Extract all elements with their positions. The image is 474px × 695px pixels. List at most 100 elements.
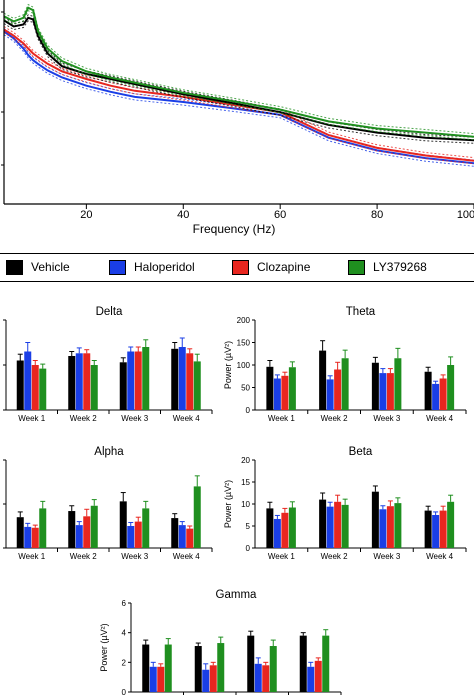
bar-haloperidol xyxy=(24,526,32,548)
bar-haloperidol xyxy=(178,347,186,410)
bar-vehicle xyxy=(171,348,179,410)
bar-clozapine xyxy=(134,351,142,410)
spectrum-line-clozapine xyxy=(3,28,474,162)
legend-label: LY379268 xyxy=(373,260,427,274)
bar-chart-title: Beta xyxy=(349,446,373,458)
bar-chart-y-tick-label: 50 xyxy=(241,384,250,393)
bar-chart-y-label: Power (µV²) xyxy=(99,623,109,671)
bar-vehicle xyxy=(319,499,327,548)
bar-vehicle xyxy=(319,350,327,410)
bar-vehicle xyxy=(266,508,274,548)
bar-chart-y-tick-label: 0 xyxy=(122,688,127,695)
bar-haloperidol xyxy=(273,518,281,548)
bar-vehicle xyxy=(119,501,127,548)
bar-clozapine xyxy=(83,353,91,410)
bar-chart-y-label: Power (µV²) xyxy=(223,480,233,528)
bar-vehicle xyxy=(194,646,202,692)
bar-clozapine xyxy=(186,528,194,548)
bar-chart-y-label: Power (µV²) xyxy=(223,341,233,389)
bar-clozapine xyxy=(386,506,394,548)
bar-haloperidol xyxy=(149,666,157,692)
bar-clozapine xyxy=(83,516,91,548)
bar-ly379268 xyxy=(39,508,47,548)
bar-ly379268 xyxy=(269,646,277,692)
bar-vehicle xyxy=(247,635,255,692)
bar-ly379268 xyxy=(394,503,402,548)
bar-haloperidol xyxy=(379,373,387,410)
bar-chart-category-label: Week 3 xyxy=(121,552,149,561)
bar-haloperidol xyxy=(432,383,440,410)
spectrum-sem-band-vehicle xyxy=(3,20,474,144)
bar-ly379268 xyxy=(164,644,172,692)
bar-clozapine xyxy=(334,501,342,548)
bar-vehicle xyxy=(266,366,274,410)
bar-ly379268 xyxy=(288,367,296,410)
bar-vehicle xyxy=(424,510,432,548)
bar-clozapine xyxy=(334,369,342,410)
bar-chart-y-tick-label: 0 xyxy=(246,406,251,415)
bar-haloperidol xyxy=(75,353,83,410)
bar-ly379268 xyxy=(341,504,349,548)
bar-ly379268 xyxy=(142,347,150,410)
bar-vehicle xyxy=(371,362,379,410)
bar-clozapine xyxy=(439,510,447,548)
spectrum-lines xyxy=(3,3,474,167)
spectrum-line-vehicle xyxy=(3,16,474,142)
legend-swatch-vehicle xyxy=(6,260,23,275)
spectrum-x-tick-label: 80 xyxy=(371,209,383,221)
bar-clozapine xyxy=(314,660,322,692)
spectrum-x-tick-label: 20 xyxy=(80,209,92,221)
bar-chart-delta: Delta Week 1 Week 2 Week 3 Week 4 xyxy=(3,306,213,423)
bar-vehicle xyxy=(299,635,307,692)
bar-clozapine xyxy=(439,378,447,410)
bar-chart-y-tick-label: 4 xyxy=(122,629,127,638)
spectrum-sem-band-haloperidol xyxy=(3,34,474,167)
bar-chart-y-tick-label: 200 xyxy=(237,316,251,325)
bar-chart-category-label: Week 3 xyxy=(373,414,401,423)
bar-chart-category-label: Week 4 xyxy=(173,414,201,423)
bar-haloperidol xyxy=(326,506,334,548)
bar-clozapine xyxy=(31,365,39,410)
bar-haloperidol xyxy=(326,379,334,410)
bar-ly379268 xyxy=(447,365,455,410)
bar-chart-title: Delta xyxy=(96,306,123,318)
bar-chart-y-tick-label: 0 xyxy=(246,544,251,553)
bar-chart-y-tick-label: 150 xyxy=(237,339,251,348)
bar-chart-y-tick-label: 10 xyxy=(241,500,250,509)
bar-clozapine xyxy=(134,521,142,548)
bar-haloperidol xyxy=(202,669,210,692)
bar-chart-category-label: Week 2 xyxy=(70,552,98,561)
bar-ly379268 xyxy=(322,635,330,692)
bar-clozapine xyxy=(262,665,270,692)
bar-ly379268 xyxy=(341,358,349,410)
spectrum-x-label: Frequency (Hz) xyxy=(193,222,276,236)
bar-chart-y-tick-label: 15 xyxy=(241,478,250,487)
bar-haloperidol xyxy=(254,663,262,692)
bar-vehicle xyxy=(68,511,76,548)
bar-ly379268 xyxy=(39,368,47,410)
bar-chart-category-label: Week 2 xyxy=(321,552,349,561)
bar-ly379268 xyxy=(193,361,201,410)
bar-clozapine xyxy=(209,665,217,692)
bar-vehicle xyxy=(171,518,179,548)
bar-vehicle xyxy=(371,491,379,548)
spectrum-ticks: 20 40 60 80 100 xyxy=(1,11,474,221)
bar-haloperidol xyxy=(127,526,135,548)
spectrum-x-tick-label: 60 xyxy=(274,209,286,221)
bar-ly379268 xyxy=(394,358,402,410)
spectrum-line-haloperidol xyxy=(3,30,474,165)
spectrum-x-tick-label: 40 xyxy=(177,209,189,221)
bar-chart-category-label: Week 4 xyxy=(426,552,454,561)
bar-ly379268 xyxy=(447,501,455,548)
bar-haloperidol xyxy=(24,351,32,410)
bar-clozapine xyxy=(281,375,289,410)
bar-chart-category-label: Week 4 xyxy=(426,414,454,423)
bar-vehicle xyxy=(142,644,150,692)
spectrum-sem-band-clozapine xyxy=(3,32,474,165)
legend-label: Haloperidol xyxy=(134,260,195,274)
bar-chart-category-label: Week 4 xyxy=(173,552,201,561)
spectrum-sem-band-ly379268 xyxy=(3,3,474,135)
bar-chart-title: Theta xyxy=(346,306,376,318)
power-spectrum-chart: 20 40 60 80 100 Frequency (Hz) xyxy=(1,0,474,236)
